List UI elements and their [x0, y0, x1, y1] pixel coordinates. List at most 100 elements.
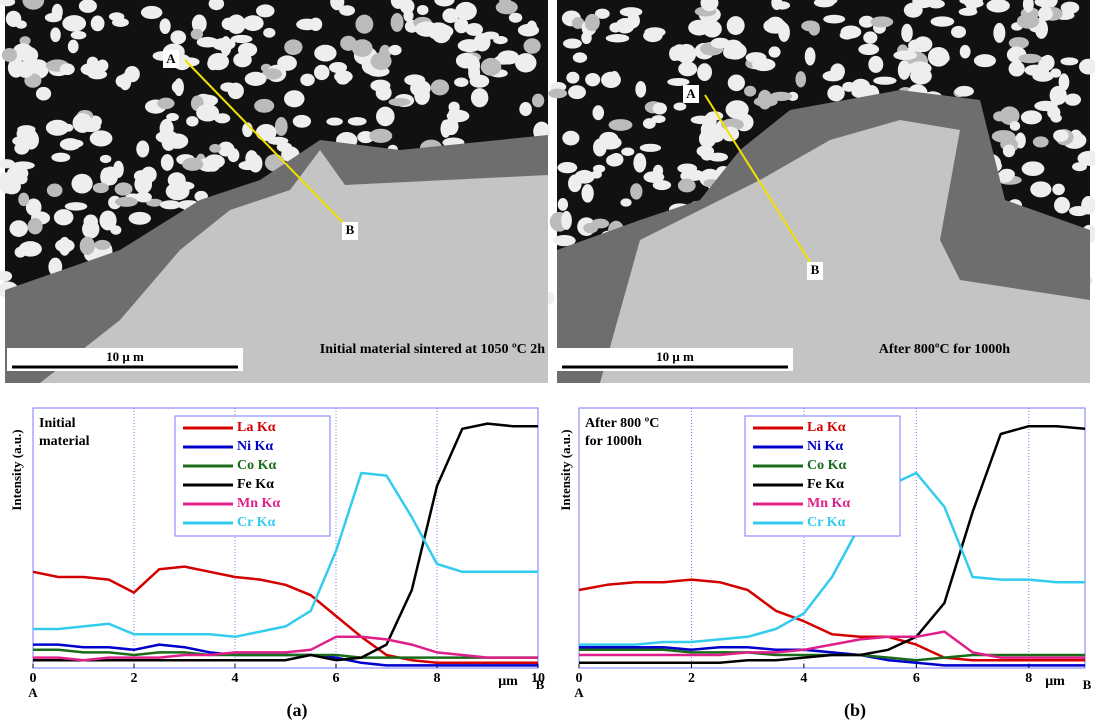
particle — [480, 57, 502, 76]
image-caption: Initial material sintered at 1050 ºC 2h — [320, 342, 545, 357]
particle — [440, 119, 452, 138]
series-line — [578, 578, 1085, 662]
particle — [652, 180, 672, 191]
particle — [630, 183, 643, 200]
particle — [2, 178, 21, 195]
particle — [830, 63, 845, 80]
particle — [227, 14, 246, 35]
particle — [99, 154, 112, 164]
particle — [87, 69, 108, 80]
particle — [267, 136, 289, 145]
particle — [415, 21, 439, 37]
particle — [388, 97, 411, 107]
particle — [774, 1, 791, 10]
particle — [804, 47, 816, 66]
particle — [208, 0, 225, 11]
particle — [893, 50, 918, 61]
particle — [140, 5, 163, 19]
annotation: Initial — [39, 416, 76, 431]
particle — [557, 161, 578, 174]
particle — [606, 154, 623, 167]
particle — [45, 119, 70, 136]
scale-label: 10 μ m — [656, 349, 694, 364]
particle — [313, 64, 330, 81]
scale-label: 10 μ m — [106, 349, 144, 364]
particle — [508, 12, 523, 23]
particle — [593, 138, 607, 157]
particle — [233, 52, 252, 68]
particle — [605, 34, 630, 43]
particle — [677, 178, 696, 193]
particle — [1060, 1, 1080, 14]
particle — [59, 63, 75, 76]
particle — [135, 191, 152, 203]
particle — [102, 166, 119, 186]
particle — [973, 54, 996, 68]
particle — [173, 78, 184, 97]
particle — [18, 192, 30, 207]
legend-label: Mn Kα — [807, 496, 850, 511]
particle — [817, 0, 838, 5]
particle — [808, 21, 820, 36]
point-label: A — [166, 51, 176, 66]
particle — [55, 238, 75, 253]
particle — [827, 85, 845, 102]
particle — [1053, 129, 1069, 142]
particle — [903, 2, 923, 18]
particle — [27, 218, 43, 235]
particle — [11, 161, 35, 170]
particle — [67, 39, 79, 54]
scale-box — [557, 348, 793, 371]
particle — [620, 198, 632, 207]
metal-region — [600, 120, 1090, 383]
particle — [370, 52, 392, 71]
particle — [627, 13, 640, 29]
particle — [1024, 64, 1047, 76]
particle — [651, 115, 666, 124]
series-line — [579, 424, 1086, 665]
legend-label: Cr Kα — [237, 515, 275, 530]
particle — [726, 16, 745, 35]
particle — [339, 5, 356, 16]
particle — [159, 18, 171, 34]
metal-region — [40, 150, 548, 383]
particle — [635, 80, 647, 98]
particle — [146, 198, 163, 207]
particle — [399, 0, 415, 14]
particle — [70, 30, 87, 40]
particle — [1008, 61, 1025, 77]
scale-box — [7, 348, 243, 371]
particle — [1064, 93, 1081, 106]
x-axis-label: μm — [498, 674, 518, 689]
x-start-label: A — [28, 685, 38, 700]
particle — [17, 125, 36, 134]
legend-label: Mn Kα — [237, 496, 280, 511]
particle — [244, 71, 267, 86]
x-start-label: A — [574, 685, 584, 700]
particle — [190, 28, 204, 40]
particle — [676, 43, 697, 64]
particle — [868, 55, 884, 73]
particle — [927, 46, 950, 67]
particle — [50, 27, 61, 43]
particle — [283, 90, 305, 108]
scan-line — [184, 59, 351, 231]
particle — [523, 38, 541, 54]
particle — [858, 15, 875, 28]
particle — [643, 29, 663, 43]
particle — [999, 168, 1015, 180]
particle — [5, 10, 22, 28]
particle — [376, 106, 395, 127]
particle — [710, 37, 731, 49]
particle — [309, 17, 323, 32]
particle — [768, 46, 781, 58]
particle — [16, 61, 34, 78]
particle — [59, 138, 81, 151]
particle — [96, 59, 109, 72]
particle — [519, 102, 532, 117]
particle — [639, 143, 662, 152]
particle — [284, 39, 303, 55]
particle — [1034, 100, 1058, 112]
particle — [1032, 136, 1049, 148]
particle — [369, 128, 393, 143]
